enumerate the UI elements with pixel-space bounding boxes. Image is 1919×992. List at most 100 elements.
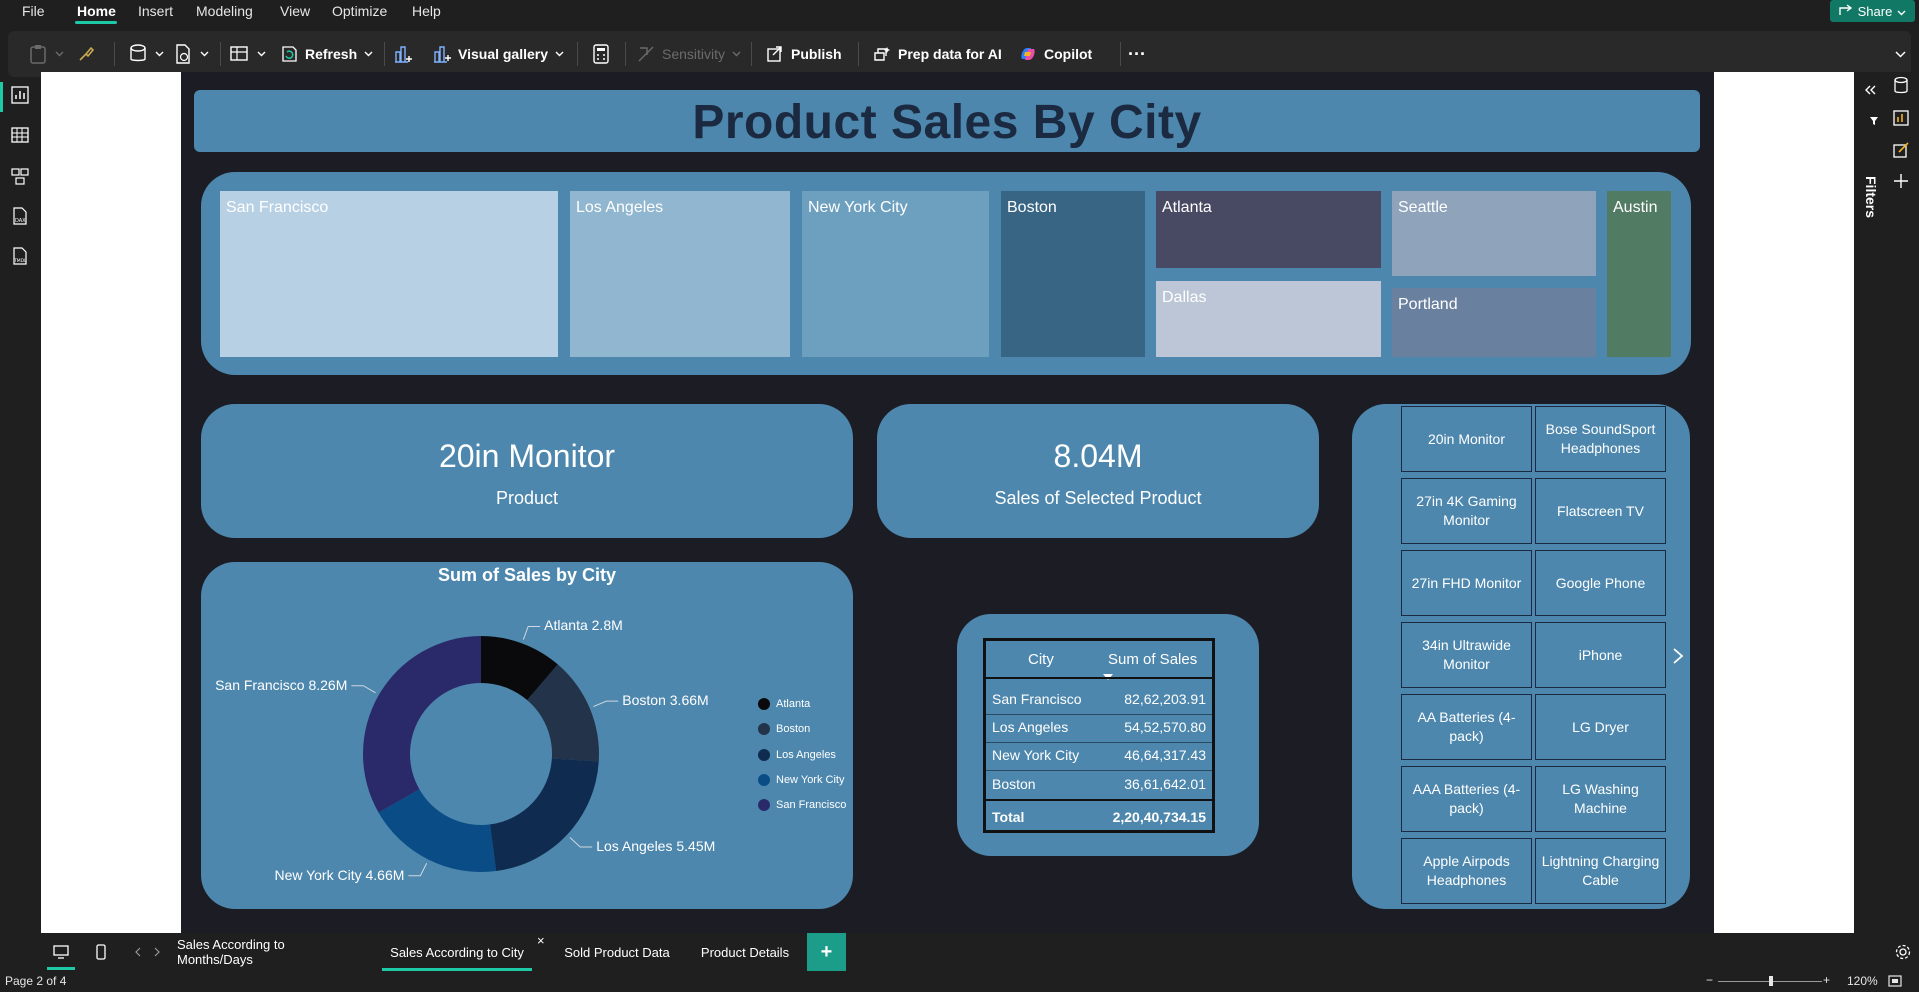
collapse-filters-button[interactable] [1864,82,1876,100]
legend-item[interactable]: New York City [758,774,844,786]
prev-page-button[interactable] [130,933,146,971]
collapse-ribbon-button[interactable] [1890,31,1910,77]
build-visual-button[interactable] [1892,108,1910,133]
treemap-tile-new-york-city[interactable]: New York City [802,191,989,357]
table-total-value: 2,20,40,734.15 [1112,809,1206,825]
slicer-item[interactable]: Flatscreen TV [1535,478,1666,544]
table-view-button[interactable] [8,125,32,149]
treemap-visual[interactable]: San Francisco Los Angeles New York City … [201,172,1691,375]
share-button[interactable]: Share [1830,0,1915,22]
slicer-item[interactable]: 27in FHD Monitor [1401,550,1532,616]
slicer-next-arrow[interactable] [1672,647,1684,670]
slicer-item[interactable]: Apple Airpods Headphones [1401,838,1532,904]
table-header-city[interactable]: City [1028,650,1054,668]
prep-data-button[interactable]: Prep data for AI [872,31,1002,77]
tmdl-view-button[interactable]: TMDL [8,246,32,270]
format-visual-button[interactable] [1892,140,1910,165]
slicer-item[interactable]: 27in 4K Gaming Monitor [1401,478,1532,544]
mobile-layout-button[interactable] [89,933,113,971]
ribbon-separator [220,42,221,66]
page-tab-sales-city[interactable]: Sales According to City [381,933,533,971]
legend-item[interactable]: Los Angeles [758,749,836,761]
sales-card[interactable]: 8.04M Sales of Selected Product [877,404,1319,538]
treemap-tile-seattle[interactable]: Seattle [1392,191,1596,276]
desktop-layout-button[interactable] [45,933,77,971]
more-options-button[interactable]: ··· [1128,31,1146,77]
publish-label: Publish [791,46,842,62]
treemap-tile-los-angeles[interactable]: Los Angeles [570,191,790,357]
page-tab-product-details[interactable]: Product Details [700,944,790,960]
slicer-item[interactable]: Google Phone [1535,550,1666,616]
slicer-item[interactable]: 34in Ultrawide Monitor [1401,622,1532,688]
donut-slice-atlanta[interactable] [481,636,558,701]
donut-slice-los-angeles[interactable] [490,758,599,872]
recent-sources-button[interactable] [173,31,209,77]
model-view-button[interactable] [8,166,32,190]
page-tab-sold-product-data[interactable]: Sold Product Data [564,944,670,960]
copilot-button[interactable]: Copilot [1018,31,1092,77]
fit-page-icon [1888,975,1902,987]
ribbon-separator [577,42,578,66]
legend-item[interactable]: San Francisco [758,799,846,811]
menu-insert[interactable]: Insert [138,3,174,19]
treemap-tile-austin[interactable]: Austin [1607,191,1671,357]
slicer-item[interactable]: LG Washing Machine [1535,766,1666,832]
filters-pane-label[interactable]: Filters [1863,176,1879,219]
next-page-button[interactable] [149,933,165,971]
report-title-box[interactable]: Product Sales By City [194,90,1700,152]
treemap-tile-dallas[interactable]: Dallas [1156,281,1381,357]
close-tab-icon[interactable]: × [537,933,545,948]
menu-view[interactable]: View [280,3,311,19]
donut-slice-boston[interactable] [527,664,599,762]
slicer-item[interactable]: LG Dryer [1535,694,1666,760]
legend-item[interactable]: Atlanta [758,698,810,710]
settings-button[interactable] [1894,943,1912,966]
calculator-button[interactable] [591,31,611,77]
copilot-icon [1018,44,1038,64]
slicer-item[interactable]: Bose SoundSport Headphones [1535,406,1666,472]
slicer-item[interactable]: Lightning Charging Cable [1535,838,1666,904]
menu-file[interactable]: File [22,3,45,19]
zoom-in-button[interactable]: + [1823,973,1831,987]
treemap-tile-portland[interactable]: Portland [1392,288,1596,357]
zoom-level[interactable]: 120% [1847,974,1878,988]
dax-query-view-button[interactable]: DAX [8,206,32,230]
menu-home[interactable]: Home [77,3,116,19]
menu-help[interactable]: Help [412,3,441,19]
transform-data-button[interactable] [230,31,266,77]
visual-gallery-button[interactable]: Visual gallery [432,31,564,77]
report-view-button[interactable] [8,85,32,109]
data-pane-button[interactable] [1892,76,1910,101]
add-pane-button[interactable] [1892,172,1910,195]
donut-slice-san-francisco[interactable] [363,636,481,813]
menu-optimize[interactable]: Optimize [332,3,388,19]
add-page-button[interactable]: + [807,933,846,971]
treemap-tile-boston[interactable]: Boston [1001,191,1145,357]
refresh-button[interactable]: Refresh [279,31,373,77]
fit-to-page-button[interactable] [1888,975,1902,990]
treemap-tile-san-francisco[interactable]: San Francisco [220,191,558,357]
menu-modeling[interactable]: Modeling [196,3,253,19]
slicer-item[interactable]: iPhone [1535,622,1666,688]
table-row-divider [986,742,1212,743]
donut-slice-new-york-city[interactable] [378,789,497,872]
table-header-sales[interactable]: Sum of Sales [1108,650,1198,668]
new-visual-button[interactable] [393,31,413,77]
format-painter-button[interactable] [76,31,96,77]
zoom-out-button[interactable]: − [1706,973,1714,987]
slicer-item[interactable]: AA Batteries (4-pack) [1401,694,1532,760]
slicer-item[interactable]: 20in Monitor [1401,406,1532,472]
donut-chart-visual[interactable]: Sum of Sales by City Atlanta 2.8M Boston … [201,562,853,909]
treemap-tile-atlanta[interactable]: Atlanta [1156,191,1381,268]
page-tab-sales-months[interactable]: Sales According to Months/Days [177,937,285,967]
sensitivity-button[interactable]: Sensitivity [636,31,741,77]
legend-item[interactable]: Boston [758,723,810,735]
get-data-button[interactable] [128,31,164,77]
slicer-item[interactable]: AAA Batteries (4-pack) [1401,766,1532,832]
status-bar: Page 2 of 4 − + 120% [0,971,1919,992]
sales-table[interactable]: City Sum of Sales San Francisco 82,62,203… [983,638,1215,833]
publish-button[interactable]: Publish [765,31,842,77]
paste-button[interactable] [28,31,64,77]
zoom-slider-thumb[interactable] [1769,976,1773,986]
product-card[interactable]: 20in Monitor Product [201,404,853,538]
